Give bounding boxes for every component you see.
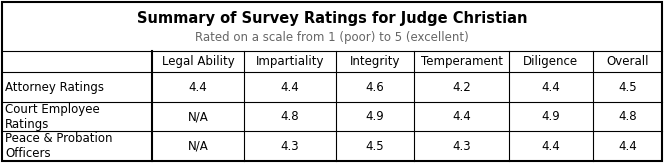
Text: 4.2: 4.2	[452, 81, 471, 94]
Text: Overall: Overall	[606, 55, 649, 68]
Text: 4.3: 4.3	[452, 140, 471, 153]
Text: 4.9: 4.9	[366, 110, 384, 123]
Text: 4.4: 4.4	[189, 81, 207, 94]
Text: 4.3: 4.3	[281, 140, 299, 153]
Text: Peace & Probation
Officers: Peace & Probation Officers	[5, 132, 112, 160]
Text: 4.6: 4.6	[366, 81, 384, 94]
Text: 4.5: 4.5	[618, 81, 637, 94]
Text: Attorney Ratings: Attorney Ratings	[5, 81, 104, 94]
Text: Legal Ability: Legal Ability	[161, 55, 234, 68]
Text: 4.4: 4.4	[542, 81, 560, 94]
Text: 4.8: 4.8	[281, 110, 299, 123]
Text: Impartiality: Impartiality	[256, 55, 324, 68]
Text: Summary of Survey Ratings for Judge Christian: Summary of Survey Ratings for Judge Chri…	[137, 11, 527, 26]
Text: 4.5: 4.5	[366, 140, 384, 153]
Text: Rated on a scale from 1 (poor) to 5 (excellent): Rated on a scale from 1 (poor) to 5 (exc…	[195, 31, 469, 44]
Text: 4.4: 4.4	[452, 110, 471, 123]
Text: 4.4: 4.4	[281, 81, 299, 94]
Text: 4.9: 4.9	[542, 110, 560, 123]
Text: N/A: N/A	[187, 110, 208, 123]
Text: 4.4: 4.4	[542, 140, 560, 153]
Text: Court Employee
Ratings: Court Employee Ratings	[5, 103, 100, 131]
Text: Integrity: Integrity	[350, 55, 400, 68]
Text: Diligence: Diligence	[523, 55, 578, 68]
Text: Temperament: Temperament	[421, 55, 503, 68]
Text: N/A: N/A	[187, 140, 208, 153]
Text: 4.4: 4.4	[618, 140, 637, 153]
Text: 4.8: 4.8	[618, 110, 637, 123]
